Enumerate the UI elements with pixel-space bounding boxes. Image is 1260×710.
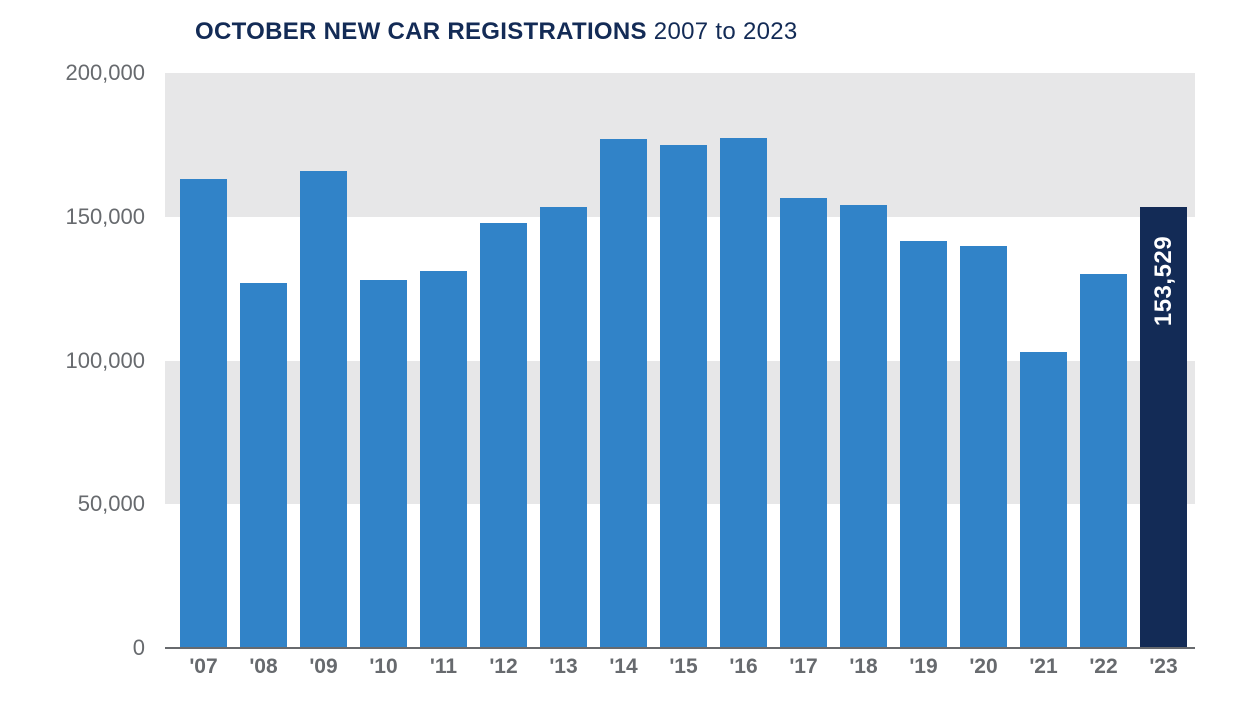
y-axis-label: 150,000 — [50, 204, 145, 230]
x-axis-label: '10 — [360, 655, 407, 679]
chart-bar — [180, 179, 227, 648]
x-axis-label: '15 — [660, 655, 707, 679]
x-axis-label: '19 — [900, 655, 947, 679]
x-axis-label: '08 — [240, 655, 287, 679]
x-axis-label: '16 — [720, 655, 767, 679]
y-axis-label: 0 — [50, 635, 145, 661]
chart-bar — [300, 171, 347, 648]
chart-baseline — [165, 647, 1195, 649]
chart-bar — [720, 138, 767, 648]
chart-bar — [420, 271, 467, 648]
y-axis-label: 100,000 — [50, 348, 145, 374]
chart-plot-area: 153,529 050,000100,000150,000200,000 — [155, 73, 1200, 648]
chart-title: OCTOBER NEW CAR REGISTRATIONS 2007 to 20… — [195, 18, 798, 46]
x-axis-label: '18 — [840, 655, 887, 679]
x-axis-label: '13 — [540, 655, 587, 679]
chart-bar — [540, 207, 587, 648]
chart-x-axis: '07 '08 '09 '10 '11 '12 '13 '14 '15 '16 '17 '18 '19 '… — [155, 655, 1200, 695]
chart-title-light: 2007 to 2023 — [647, 18, 798, 45]
x-axis-label: '14 — [600, 655, 647, 679]
chart-title-bold: OCTOBER NEW CAR REGISTRATIONS — [195, 18, 647, 45]
x-axis-label: '07 — [180, 655, 227, 679]
chart-bar — [660, 145, 707, 648]
x-axis-label: '11 — [420, 655, 467, 679]
x-axis-label: '23 — [1140, 655, 1187, 679]
chart-bars-group: 153,529 — [180, 73, 1195, 648]
chart-bar — [1080, 274, 1127, 648]
chart-bar — [1020, 352, 1067, 648]
registrations-bar-chart: OCTOBER NEW CAR REGISTRATIONS 2007 to 20… — [0, 0, 1260, 710]
x-axis-label: '17 — [780, 655, 827, 679]
x-axis-label: '22 — [1080, 655, 1127, 679]
chart-bar — [780, 198, 827, 648]
x-axis-label: '12 — [480, 655, 527, 679]
highlight-value-label: 153,529 — [1150, 235, 1178, 325]
x-axis-label: '20 — [960, 655, 1007, 679]
y-axis-label: 200,000 — [50, 60, 145, 86]
chart-bar — [960, 246, 1007, 649]
chart-bar: 153,529 — [1140, 207, 1187, 648]
chart-bar — [840, 205, 887, 648]
chart-bar — [900, 241, 947, 648]
chart-bar — [480, 223, 527, 649]
y-axis-label: 50,000 — [50, 491, 145, 517]
chart-bar — [360, 280, 407, 648]
x-axis-label: '21 — [1020, 655, 1067, 679]
x-axis-label: '09 — [300, 655, 347, 679]
chart-bar — [240, 283, 287, 648]
chart-bar — [600, 139, 647, 648]
